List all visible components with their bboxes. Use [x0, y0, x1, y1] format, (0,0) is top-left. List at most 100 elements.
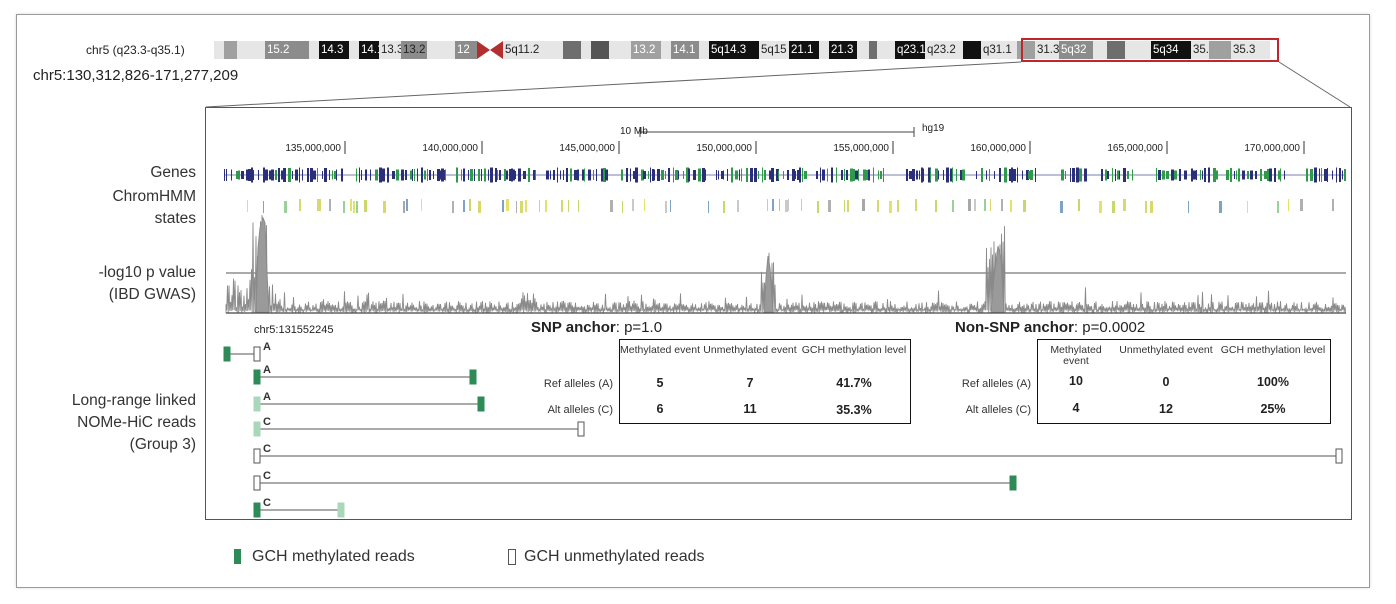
ideogram-band	[214, 41, 224, 59]
chromhmm-state-mark	[317, 199, 320, 211]
chromhmm-state-mark	[284, 201, 287, 213]
gene-mark	[1119, 170, 1120, 180]
chromhmm-state-mark	[502, 200, 504, 212]
gene-mark	[1186, 171, 1187, 179]
chromhmm-state-mark	[516, 201, 517, 213]
ideogram-band-label: q23.1	[897, 44, 925, 56]
gene-mark	[621, 169, 623, 181]
gene-mark	[523, 171, 526, 179]
gene-mark	[1238, 168, 1240, 182]
chromhmm-state-mark	[568, 200, 569, 212]
ideogram-band	[581, 41, 591, 59]
gene-mark	[504, 169, 506, 181]
gene-mark	[593, 170, 594, 180]
gene-mark	[1247, 171, 1249, 179]
chromhmm-state-mark	[1219, 201, 1222, 213]
chromhmm-state-mark	[520, 201, 523, 213]
assembly-label: hg19	[922, 123, 945, 134]
scale-length-label: 10 Mb	[620, 126, 648, 137]
gene-mark	[1179, 169, 1181, 181]
chromhmm-track	[247, 199, 1334, 213]
gene-mark	[633, 171, 635, 179]
gene-mark	[588, 169, 591, 181]
ideogram-band: 5q11.2	[503, 41, 563, 59]
region-coordinate: chr5:130,312,826-171,277,209	[33, 67, 239, 84]
ideogram-band	[591, 41, 609, 59]
snp-alt-unmethylated: 11	[743, 402, 757, 416]
nonsnp-alt-methylated: 4	[1072, 401, 1080, 415]
nonsnp-header-methylated: Methylated event	[1050, 344, 1102, 367]
gene-mark	[574, 170, 577, 180]
gene-mark	[437, 169, 440, 181]
gene-mark	[1339, 168, 1341, 182]
chromhmm-state-mark	[1288, 199, 1289, 211]
gene-mark	[741, 168, 742, 182]
gene-mark	[269, 170, 271, 180]
gene-mark	[497, 170, 498, 180]
gene-mark	[994, 171, 995, 179]
gene-mark	[481, 169, 482, 181]
ideogram-band-label: 5q34	[1153, 44, 1179, 56]
gene-mark	[1158, 170, 1161, 180]
legend-methylated-swatch	[234, 549, 241, 564]
gene-mark	[976, 171, 977, 179]
gene-mark	[412, 169, 413, 181]
gene-mark	[513, 169, 515, 181]
chromhmm-state-mark	[383, 201, 386, 213]
chromhmm-state-mark	[670, 200, 671, 212]
gene-mark	[1191, 168, 1193, 182]
gene-mark	[248, 169, 251, 181]
snp-ref-methylated: 5	[656, 376, 664, 390]
ideogram-band-label: 14.1	[673, 44, 696, 56]
axis-tick-label: 150,000,000	[696, 143, 752, 154]
gene-mark	[528, 168, 530, 182]
chromhmm-state-mark	[984, 199, 986, 211]
gene-mark	[313, 170, 316, 180]
unmethylated-read-mark	[253, 346, 261, 362]
gene-mark	[1274, 168, 1276, 182]
chromhmm-state-mark	[299, 199, 301, 211]
gene-mark	[1280, 168, 1281, 182]
gene-mark	[1267, 169, 1270, 181]
gene-mark	[246, 169, 249, 181]
gene-mark	[427, 169, 428, 181]
gene-mark	[1174, 170, 1177, 180]
gene-mark	[488, 169, 489, 181]
axis-tick-label: 170,000,000	[1244, 143, 1300, 154]
snp-alt-level: 35.3%	[836, 403, 872, 417]
gene-mark	[1084, 168, 1087, 182]
gene-mark	[841, 170, 843, 180]
gene-mark	[361, 170, 362, 180]
chromhmm-state-mark	[406, 199, 408, 211]
gene-mark	[641, 169, 644, 181]
gene-mark	[1208, 167, 1210, 183]
gene-mark	[271, 169, 274, 181]
ideogram-band: 13.3	[379, 41, 401, 59]
gene-mark	[721, 171, 724, 179]
chromhmm-state-mark	[767, 199, 768, 211]
gene-mark	[601, 168, 604, 182]
zoom-line-left	[205, 61, 1022, 108]
nonsnp-row-label-alt: Alt alleles (C)	[965, 404, 1031, 416]
scale-bar	[639, 127, 915, 137]
gene-mark	[750, 168, 753, 182]
ideogram-band-label: 5q14.3	[711, 44, 747, 56]
gene-mark	[605, 169, 608, 181]
chromhmm-state-mark	[952, 200, 954, 212]
gene-mark	[1107, 171, 1109, 179]
gene-mark	[776, 169, 779, 181]
gene-mark	[1215, 170, 1218, 180]
gene-mark	[952, 167, 953, 183]
chromhmm-state-mark	[889, 201, 892, 213]
gene-mark	[535, 170, 536, 180]
gene-mark	[405, 170, 407, 180]
gene-mark	[307, 168, 309, 182]
chromhmm-state-mark	[1099, 201, 1102, 213]
genome-browser-panel: 10 Mb hg19 135,000,000 140,000,000 145,000…	[205, 107, 1352, 520]
gene-mark	[495, 168, 497, 182]
read-allele-label: C	[263, 443, 271, 455]
unmethylated-read-mark	[253, 448, 261, 464]
chromhmm-state-mark	[1078, 199, 1080, 211]
gene-mark	[1162, 170, 1165, 180]
